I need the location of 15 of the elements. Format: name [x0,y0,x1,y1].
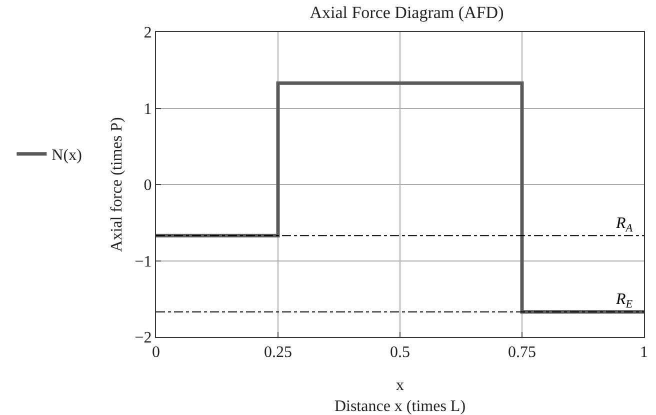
y-tick-label: 2 [144,24,152,42]
y-axis-title: Axial force (times P) [108,117,126,252]
x-tick-label: 1 [640,344,648,362]
chart-title: Axial Force Diagram (AFD) [310,3,504,22]
x-tick-label: 0.75 [508,344,536,362]
legend-label: N(x) [52,147,82,164]
ref-line-label: R$_{E}$ [615,291,633,310]
x-tick-label: 0.5 [390,344,410,362]
ref-line-label: R$_{A}$ [615,215,633,234]
y-tick-label: 1 [144,100,152,118]
x-axis-title: x Distance x (times L) [334,377,466,415]
y-tick-label: 0 [144,177,152,194]
x-tick-label: 0.25 [264,344,292,362]
y-tick-label: −2 [134,330,152,347]
y-tick-label: −1 [134,253,152,270]
